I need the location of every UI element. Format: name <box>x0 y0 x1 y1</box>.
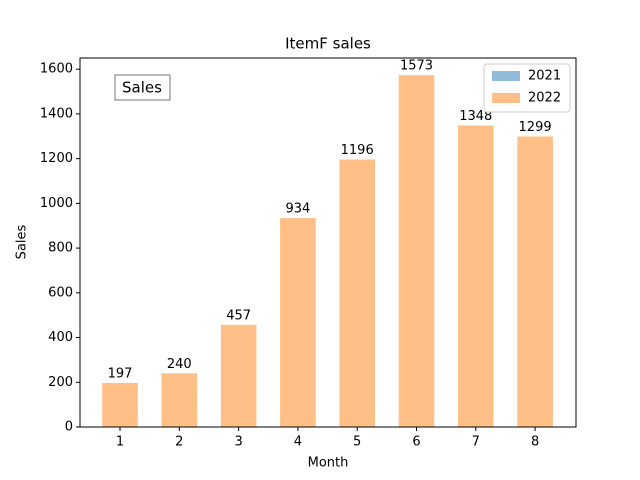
data-label: 1299 <box>519 120 552 135</box>
y-tick-label: 800 <box>48 241 73 256</box>
legend-label: 2022 <box>528 91 561 106</box>
chart-title: ItemF sales <box>285 35 371 53</box>
x-tick-label: 8 <box>531 435 539 450</box>
data-label: 240 <box>167 357 192 372</box>
bar <box>102 382 138 427</box>
data-label: 457 <box>226 308 251 323</box>
x-tick-label: 2 <box>175 435 183 450</box>
x-tick-label: 6 <box>412 435 420 450</box>
x-tick-label: 1 <box>116 435 124 450</box>
y-tick-label: 600 <box>48 285 73 300</box>
bar <box>339 159 375 427</box>
y-tick-label: 0 <box>65 420 73 435</box>
data-label: 934 <box>285 202 310 217</box>
plot-frame <box>79 57 577 428</box>
y-tick-label: 200 <box>48 375 73 390</box>
legend-swatch <box>492 71 520 81</box>
x-tick-label: 4 <box>294 435 302 450</box>
y-tick-label: 1600 <box>40 62 73 77</box>
y-tick-label: 1200 <box>40 151 73 166</box>
data-label: 1348 <box>459 109 492 124</box>
bar <box>280 218 316 427</box>
data-label: 197 <box>108 366 133 381</box>
bar <box>398 75 435 427</box>
data-label: 1573 <box>400 59 433 74</box>
x-tick-label: 7 <box>472 435 480 450</box>
bar <box>161 373 198 427</box>
y-axis-label: Sales <box>15 224 30 259</box>
y-tick-label: 1400 <box>40 106 73 121</box>
annotation-box <box>114 74 171 101</box>
bar <box>517 136 553 427</box>
annotation: Sales <box>122 79 162 97</box>
x-tick-label: 5 <box>353 435 361 450</box>
y-tick-label: 1000 <box>40 196 73 211</box>
bar <box>458 125 494 428</box>
x-tick-label: 3 <box>234 435 242 450</box>
legend-swatch <box>492 93 520 103</box>
data-label: 1196 <box>341 143 374 158</box>
bar <box>220 324 257 427</box>
y-tick-label: 400 <box>48 330 73 345</box>
x-axis-label: Month <box>308 456 349 471</box>
legend-label: 2021 <box>528 69 561 84</box>
